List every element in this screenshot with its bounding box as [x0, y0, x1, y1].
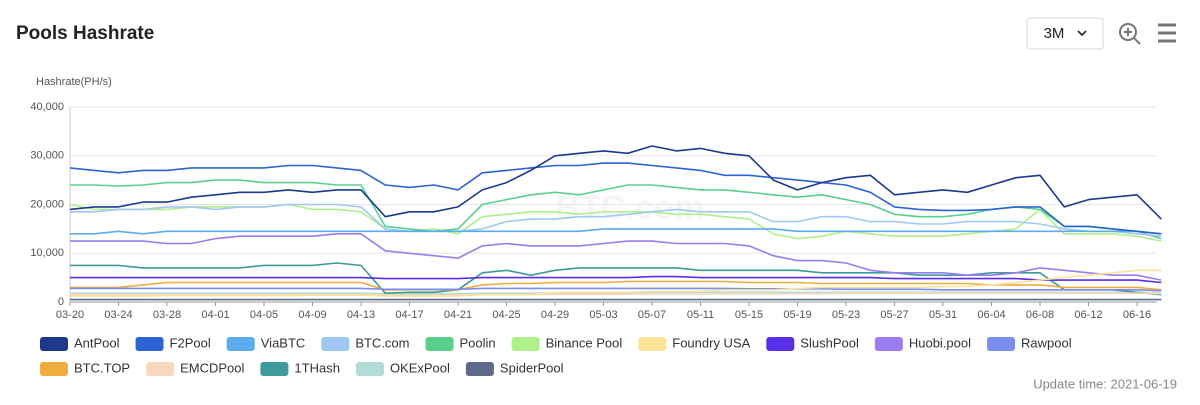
x-tick-label: 06-04 — [977, 309, 1005, 321]
legend-item[interactable]: OKExPool — [355, 360, 450, 376]
x-tick-label: 03-28 — [153, 309, 181, 321]
legend-swatch — [511, 337, 540, 351]
y-tick-label: 40,000 — [30, 101, 64, 113]
y-axis-label: Hashrate(PH/s) — [36, 76, 112, 88]
legend-item[interactable]: Poolin — [425, 335, 496, 351]
series-line — [70, 287, 1162, 292]
legend-label: Foundry USA — [672, 335, 750, 350]
legend-item[interactable]: F2Pool — [135, 335, 211, 351]
x-tick-label: 04-01 — [201, 309, 229, 321]
x-tick-label: 05-03 — [589, 309, 617, 321]
series-line — [70, 203, 1162, 237]
zoom-icon-lines[interactable] — [1124, 28, 1141, 45]
legend-swatch — [987, 337, 1015, 351]
legend-label: EMCDPool — [180, 360, 244, 375]
legend-swatch — [226, 337, 255, 351]
x-tick-label: 05-27 — [880, 309, 908, 321]
legend-label: BTC.TOP — [74, 360, 130, 375]
x-tick-label: 06-16 — [1123, 309, 1151, 321]
legend-item[interactable]: EMCDPool — [146, 360, 245, 376]
x-tick-label: 04-05 — [250, 309, 278, 321]
legend-item[interactable]: SpiderPool — [465, 360, 564, 376]
legend-label: AntPool — [74, 335, 120, 350]
series-line — [70, 233, 1162, 281]
x-tick-label: 04-21 — [444, 309, 472, 321]
x-tick-label: 06-08 — [1026, 309, 1054, 321]
page-title: Pools Hashrate — [16, 23, 154, 44]
legend-swatch — [874, 337, 903, 351]
x-tick-label: 05-11 — [687, 309, 714, 321]
y-tick-label: 20,000 — [30, 198, 64, 210]
x-tick-label: 04-17 — [395, 309, 423, 321]
legend-label: F2Pool — [170, 335, 211, 350]
x-tick-label: 05-15 — [735, 309, 763, 321]
series-line — [69, 162, 1162, 235]
zoom-button[interactable] — [1119, 23, 1141, 45]
legend-label: Poolin — [459, 335, 495, 350]
legend-item[interactable]: 1THash — [260, 360, 340, 376]
x-tick-label: 04-29 — [541, 309, 569, 321]
series-line — [70, 269, 1162, 297]
range-label[interactable]: 3M — [1044, 25, 1065, 42]
legend-label: Binance Pool — [546, 335, 623, 350]
x-tick-label: 04-25 — [492, 309, 520, 321]
y-tick-label: 10,000 — [30, 247, 64, 259]
legend-swatch — [146, 362, 175, 376]
series-line — [70, 228, 1162, 235]
series-line — [70, 275, 1162, 284]
legend-swatch — [40, 362, 68, 376]
x-tick-label: 04-09 — [298, 309, 326, 321]
legend-swatch — [135, 337, 164, 351]
legend-label: OKExPool — [390, 360, 450, 375]
legend-swatch — [321, 337, 350, 351]
legend-item[interactable]: ViaBTC — [226, 335, 306, 351]
menu-button[interactable] — [1158, 23, 1176, 43]
series-line — [70, 280, 1162, 291]
legend-swatch — [40, 337, 68, 351]
legend-item[interactable]: SlushPool — [766, 335, 859, 351]
x-tick-label: 05-07 — [638, 309, 666, 321]
legend-swatch — [465, 362, 494, 376]
series-line — [70, 292, 1162, 296]
legend-item[interactable]: BTC.com — [321, 335, 409, 351]
chevron[interactable] — [1077, 30, 1087, 37]
legend-item[interactable]: Huobi.pool — [874, 335, 971, 351]
series-line — [70, 262, 1162, 296]
legend-swatch — [260, 362, 289, 376]
legend-label: BTC.com — [355, 335, 409, 350]
legend-swatch — [425, 337, 454, 351]
menu-icon[interactable] — [1158, 23, 1176, 43]
legend-swatch — [355, 362, 384, 376]
range-box[interactable] — [1026, 17, 1104, 50]
range-select[interactable]: 3M — [1026, 17, 1104, 50]
y-tick-label: 30,000 — [30, 150, 64, 162]
legend-label: SlushPool — [800, 335, 859, 350]
x-tick-label: 05-23 — [832, 309, 860, 321]
update-time: Update time: 2021-06-19 — [1033, 376, 1177, 391]
legend-item[interactable]: Binance Pool — [511, 335, 623, 351]
legend-swatch — [638, 337, 667, 351]
legend-label: Rawpool — [1021, 335, 1072, 350]
x-tick-label: 03-20 — [56, 309, 84, 321]
legend-item[interactable]: AntPool — [40, 335, 120, 351]
x-tick-label: 04-13 — [347, 309, 375, 321]
legend-label: ViaBTC — [261, 335, 306, 350]
x-tick-label: 03-24 — [104, 309, 132, 321]
legend-swatch — [766, 337, 795, 351]
series-line — [69, 145, 1162, 220]
y-tick-label: 0 — [58, 296, 64, 308]
series-line — [70, 179, 1162, 240]
x-tick-label: 05-19 — [783, 309, 811, 321]
x-tick-label: 05-31 — [929, 309, 957, 321]
legend-label: 1THash — [294, 360, 340, 375]
zoom-icon[interactable] — [1119, 23, 1137, 41]
legend-item[interactable]: BTC.TOP — [40, 360, 130, 376]
x-tick-label: 06-12 — [1074, 309, 1102, 321]
legend-label: SpiderPool — [500, 360, 564, 375]
legend-item[interactable]: Foundry USA — [638, 335, 751, 351]
legend-label: Huobi.pool — [909, 335, 971, 350]
legend-item[interactable]: Rawpool — [987, 335, 1072, 351]
